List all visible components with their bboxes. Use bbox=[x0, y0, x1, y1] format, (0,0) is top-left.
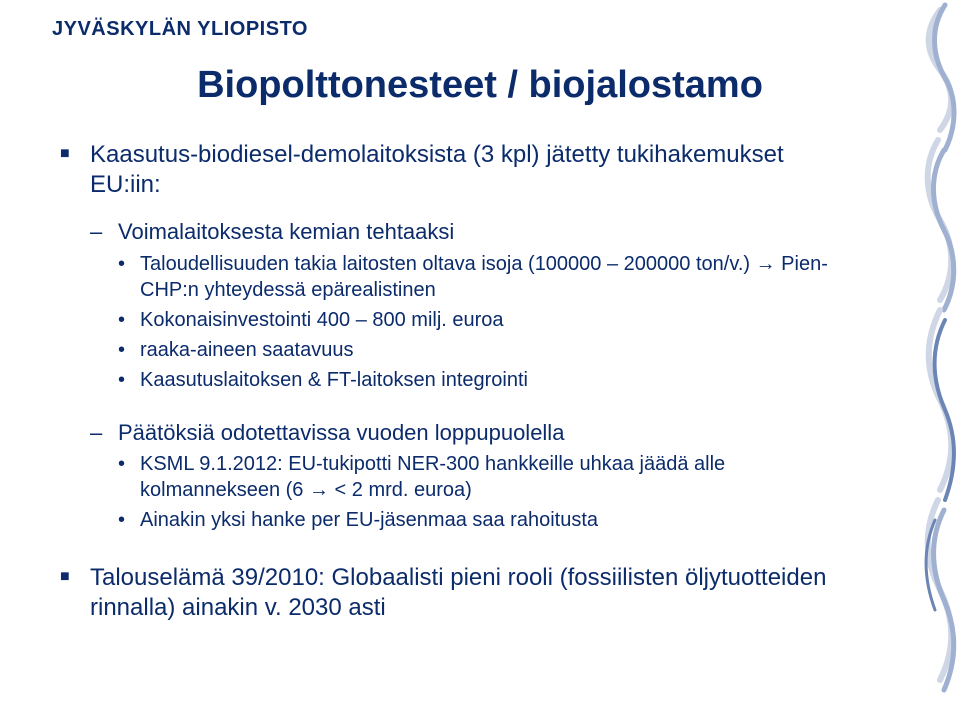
bullet-lvl1: Kaasutus-biodiesel-demolaitoksista (3 kp… bbox=[60, 140, 860, 533]
bullet-lvl3: Ainakin yksi hanke per EU-jäsenmaa saa r… bbox=[118, 507, 860, 533]
bullet-lvl2: Päätöksiä odotettavissa vuoden loppupuol… bbox=[90, 419, 860, 534]
slide-content: Kaasutus-biodiesel-demolaitoksista (3 kp… bbox=[60, 140, 860, 647]
bullet-text: raaka-aineen saatavuus bbox=[140, 339, 353, 361]
bullet-lvl3: Kaasutuslaitoksen & FT-laitoksen integro… bbox=[118, 367, 860, 393]
bullet-list-lvl3: Taloudellisuuden takia laitosten oltava … bbox=[118, 251, 860, 393]
bullet-text: Ainakin yksi hanke per EU-jäsenmaa saa r… bbox=[140, 509, 598, 531]
bullet-list-lvl3: KSML 9.1.2012: EU-tukipotti NER-300 hank… bbox=[118, 451, 860, 533]
bullet-list-lvl2: Voimalaitoksesta kemian tehtaaksi Taloud… bbox=[90, 218, 860, 533]
slide-page: JYVÄSKYLÄN YLIOPISTO Biopolttonesteet / … bbox=[0, 0, 960, 720]
bullet-lvl3: raaka-aineen saatavuus bbox=[118, 337, 860, 363]
bullet-text: Päätöksiä odotettavissa vuoden loppupuol… bbox=[118, 420, 564, 445]
bullet-text: Taloudellisuuden takia laitosten oltava … bbox=[140, 253, 828, 301]
bullet-lvl2: Voimalaitoksesta kemian tehtaaksi Taloud… bbox=[90, 218, 860, 393]
bullet-text: KSML 9.1.2012: EU-tukipotti NER-300 hank… bbox=[140, 453, 725, 501]
bullet-text: Talouselämä 39/2010: Globaalisti pieni r… bbox=[90, 564, 826, 621]
bullet-list-lvl1: Kaasutus-biodiesel-demolaitoksista (3 kp… bbox=[60, 140, 860, 623]
bullet-lvl1: Talouselämä 39/2010: Globaalisti pieni r… bbox=[60, 563, 860, 623]
bullet-text: Kokonaisinvestointi 400 – 800 milj. euro… bbox=[140, 309, 504, 331]
bullet-lvl3: Taloudellisuuden takia laitosten oltava … bbox=[118, 251, 860, 303]
bullet-lvl3: Kokonaisinvestointi 400 – 800 milj. euro… bbox=[118, 307, 860, 333]
slide-title: Biopolttonesteet / biojalostamo bbox=[0, 64, 960, 107]
bullet-text: Kaasutuslaitoksen & FT-laitoksen integro… bbox=[140, 369, 528, 391]
university-header: JYVÄSKYLÄN YLIOPISTO bbox=[52, 18, 308, 41]
torch-decoration bbox=[920, 0, 960, 720]
bullet-text: Kaasutus-biodiesel-demolaitoksista (3 kp… bbox=[90, 141, 784, 198]
bullet-lvl3: KSML 9.1.2012: EU-tukipotti NER-300 hank… bbox=[118, 451, 860, 503]
bullet-text: Voimalaitoksesta kemian tehtaaksi bbox=[118, 219, 454, 244]
